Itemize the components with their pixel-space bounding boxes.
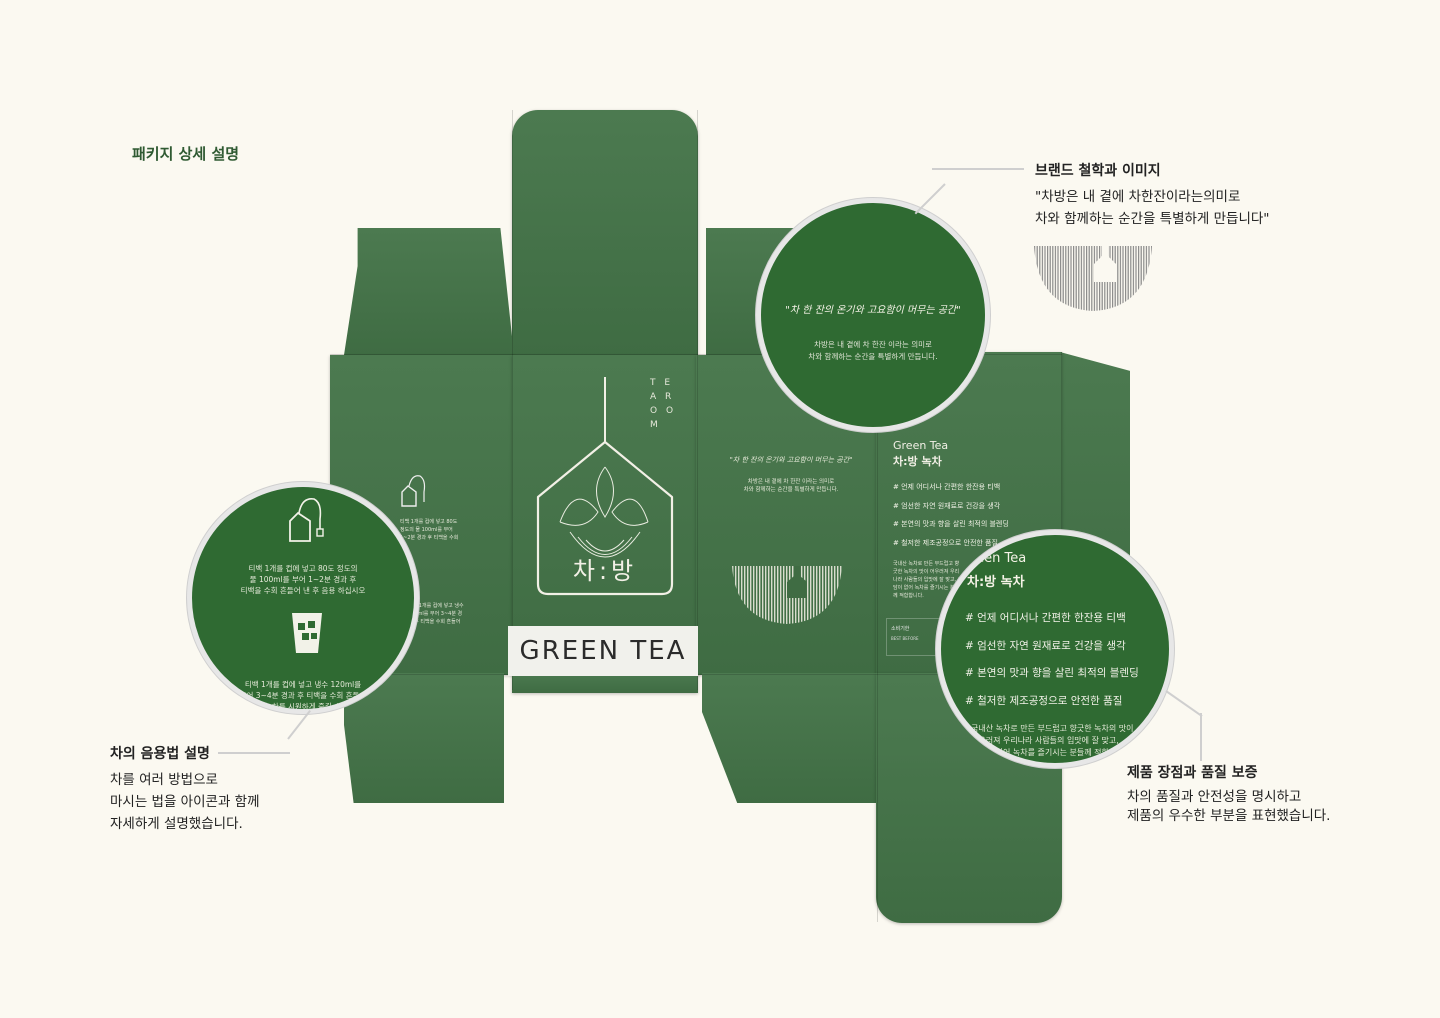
best-before-ko: 소비기한	[891, 626, 910, 632]
annotation-brand-line1: "차방은 내 곁에 차한잔이라는의미로	[1035, 189, 1241, 205]
quality-feature: # 철저한 제조공정으로 안전한 품질	[965, 694, 1123, 707]
logo-text: 차:방	[572, 557, 638, 585]
zoom-brand-line1: 차방은 내 곁에 차 한잔 이라는 의미로	[814, 340, 932, 349]
annotation-quality: 제품 장점과 품질 보증 차의 품질과 안전성을 명시하고 제품의 우수한 부분…	[1127, 762, 1330, 826]
zoom-quality-features: # 언제 어디서나 간편한 한잔용 티백 # 엄선한 자연 원재료로 건강을 생…	[965, 605, 1139, 715]
howto-leader-diag	[287, 710, 311, 740]
side-motto-sub: 차방은 내 곁에 차 한잔 이라는 의미로 차와 함께하는 순간을 특별하게 만…	[743, 479, 839, 493]
iced-cup-icon	[292, 613, 322, 653]
back-feature: # 본연의 맛과 향을 살린 최적의 블렌딩	[893, 520, 1009, 528]
zoom-howto-cold: 티백 1개를 컵에 넣고 냉수 120ml를 부어 3~4분 경과 후 티백을 …	[232, 680, 374, 711]
zoom-quality-ko: 차:방 녹차	[967, 575, 1025, 590]
quality-leader-vert	[1200, 713, 1202, 761]
zoom-howto-circle: 티백 1개를 컵에 넣고 80도 정도의 물 100ml를 부어 1~2분 경과…	[187, 482, 419, 714]
annotation-quality-line2: 제품의 우수한 부분을 표현했습니다.	[1127, 808, 1331, 824]
back-ko: 차:방 녹차	[893, 455, 942, 468]
left-panel-cold-text: 티백 1개를 컵에 넣고 냉수 120ml를 부어 3~4분 경과 후 티백을 …	[408, 603, 464, 625]
zoom-howto-hot: 티백 1개를 컵에 넣고 80도 정도의 물 100ml를 부어 1~2분 경과…	[240, 564, 366, 595]
page-title: 패키지 상세 설명	[132, 145, 240, 163]
product-label: GREEN TEA	[508, 626, 698, 676]
back-feature: # 철저한 제조공정으로 안전한 품질	[893, 538, 998, 547]
annotation-howto: 차의 음용법 설명 차를 여러 방법으로 마시는 법을 아이콘과 함께 자세하게…	[110, 743, 260, 835]
teabag-small-icon	[401, 475, 426, 507]
side-motto: "차 한 잔의 온기와 고요함이 머무는 공간"	[729, 456, 853, 464]
back-desc: 국내산 녹차로 만든 부드럽고 향긋한 녹차의 맛이 어우러져 우리나라 사람들…	[893, 561, 963, 599]
bowl-icon	[732, 566, 842, 624]
bottom-right-flap	[702, 673, 878, 803]
zoom-quality-en: Green Tea	[961, 551, 1027, 566]
quality-feature: # 언제 어디서나 간편한 한잔용 티백	[965, 612, 1126, 624]
annotation-brand-title: 브랜드 철학과 이미지	[1035, 163, 1161, 179]
teabag-logo-icon	[536, 377, 674, 596]
annotation-quality-title: 제품 장점과 품질 보증	[1127, 765, 1258, 781]
quality-feature: # 본연의 맛과 향을 살린 최적의 블렌딩	[965, 667, 1139, 679]
zoom-quality-circle: Green Tea 차:방 녹차 # 언제 어디서나 간편한 한잔용 티백 # …	[936, 530, 1174, 768]
best-before-en: BEST BEFORE	[891, 636, 919, 641]
annotation-howto-line3: 자세하게 설명했습니다.	[110, 816, 243, 832]
left-dust-flap	[344, 228, 514, 355]
quality-leader-diag	[1165, 690, 1203, 718]
brand-side-text: T E A R O O M	[650, 378, 677, 430]
annotation-brand: 브랜드 철학과 이미지 "차방은 내 곁에 차한잔이라는의미로 차와 함께하는 …	[1035, 160, 1270, 230]
back-en: Green Tea	[893, 439, 949, 452]
product-label-text: GREEN TEA	[519, 636, 687, 666]
bowl-logo-icon	[1034, 246, 1152, 311]
annotation-howto-line2: 마시는 법을 아이콘과 함께	[110, 794, 260, 810]
top-tuck-flap	[512, 110, 698, 355]
annotation-howto-line1: 차를 여러 방법으로	[110, 772, 218, 788]
left-panel-hot-text: 티백 1개를 컵에 넣고 80도 정도의 물 100ml를 부어 1~2분 경과…	[400, 519, 459, 541]
brand-leader-line	[932, 168, 1024, 170]
back-feature: # 언제 어디서나 간편한 한잔용 티백	[893, 483, 1001, 491]
bottom-center-flap	[512, 673, 698, 693]
annotation-howto-title: 차의 음용법 설명	[110, 746, 210, 762]
brand-leader-diag	[914, 183, 946, 215]
zoom-quality-desc: 국내산 녹차로 만든 부드럽고 향긋한 녹차의 맛이 어우러져 우리나라 사람들…	[971, 724, 1134, 757]
quality-feature: # 엄선한 자연 원재료로 건강을 생각	[965, 639, 1126, 652]
annotation-brand-line2: 차와 함께하는 순간을 특별하게 만듭니다"	[1035, 211, 1270, 227]
zoom-brand-circle: "차 한 잔의 온기와 고요함이 머무는 공간" 차방은 내 곁에 차 한잔 이…	[756, 198, 990, 432]
zoom-brand-line2: 차와 함께하는 순간을 특별하게 만듭니다.	[808, 352, 938, 361]
back-feature: # 엄선한 자연 원재료로 건강을 생각	[893, 501, 1001, 510]
annotation-quality-line1: 차의 품질과 안전성을 명시하고	[1127, 789, 1302, 805]
back-feature-list: # 언제 어디서나 간편한 한잔용 티백 # 엄선한 자연 원재료로 건강을 생…	[893, 478, 1009, 552]
howto-leader-line	[218, 752, 290, 754]
teabag-icon	[289, 497, 324, 542]
bottom-left-flap	[344, 673, 504, 803]
zoom-brand-motto: "차 한 잔의 온기와 고요함이 머무는 공간"	[785, 305, 961, 316]
